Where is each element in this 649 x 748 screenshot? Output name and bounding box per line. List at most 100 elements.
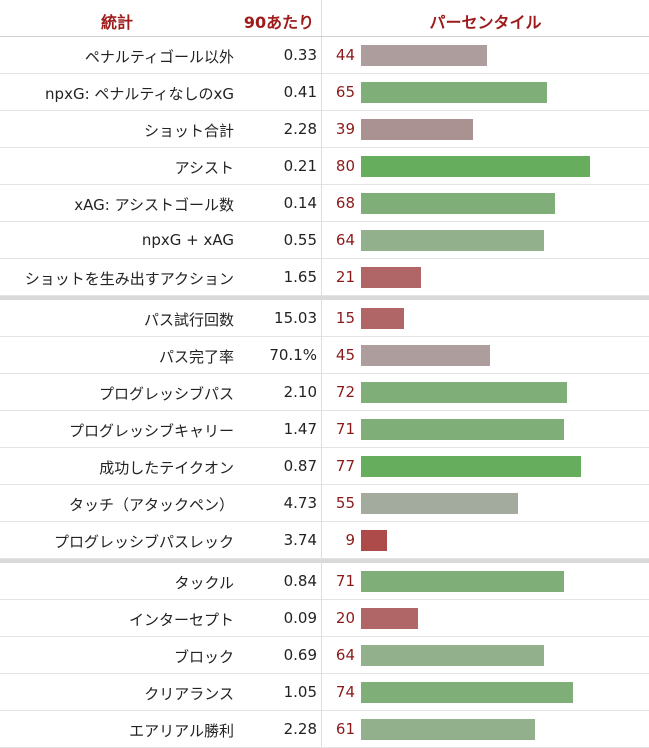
table-row: npxG: ペナルティなしのxG 0.41 65 [0,74,649,111]
percentile-bar [361,530,387,551]
stat-label: パス試行回数 [143,311,234,329]
stat-label: xAG: アシストゴール数 [74,196,234,214]
table-row: ブロック 0.69 64 [0,637,649,674]
per90-value: 70.1% [269,346,317,364]
percentile-value: 44 [335,46,355,64]
percentile-bar [361,230,545,251]
stat-label: ペナルティゴール以外 [84,48,234,66]
stat-label: npxG: ペナルティなしのxG [45,85,234,103]
per90-value: 2.28 [283,120,317,138]
per90-value: 0.14 [283,194,317,212]
table-row: インターセプト 0.09 20 [0,600,649,637]
per90-value: 0.69 [283,646,317,664]
table-row: タッチ（アタックペン） 4.73 55 [0,485,649,522]
percentile-bar [361,645,545,666]
table-row: クリアランス 1.05 74 [0,674,649,711]
percentile-value: 15 [335,309,355,327]
stat-label: エアリアル勝利 [129,722,234,740]
percentile-bar [361,45,487,66]
percentile-bar [361,382,567,403]
table-row: プログレッシブキャリー 1.47 71 [0,411,649,448]
per90-value: 0.84 [283,572,317,590]
per90-value: 0.55 [283,231,317,249]
per90-value: 0.41 [283,83,317,101]
stat-label: アシスト [174,159,234,177]
percentile-value: 64 [335,646,355,664]
stat-label: パス完了率 [158,348,234,366]
percentile-value: 55 [335,494,355,512]
stat-label: 成功したテイクオン [99,459,234,477]
percentile-value: 21 [335,268,355,286]
stat-label: インターセプト [128,611,234,629]
per90-value: 0.21 [283,157,317,175]
percentile-value: 45 [335,346,355,364]
percentile-value: 77 [335,457,355,475]
table-row: ショット合計 2.28 39 [0,111,649,148]
percentile-bar [361,156,590,177]
stat-label: ショット合計 [143,122,234,140]
stat-label: ショットを生み出すアクション [24,270,234,288]
table-row: プログレッシブパスレック 3.74 9 [0,522,649,559]
per90-value: 1.47 [283,420,317,438]
percentile-bar [361,308,404,329]
percentile-bar [361,608,419,629]
stat-label: タックル [174,574,234,592]
table-row: xAG: アシストゴール数 0.14 68 [0,185,649,222]
header-stat: 統計 [100,13,133,32]
group-separator [0,296,649,300]
stat-label: プログレッシブパスレック [53,533,234,551]
table-row: npxG + xAG 0.55 64 [0,222,649,259]
percentile-value: 72 [335,383,355,401]
table-row: パス完了率 70.1% 45 [0,337,649,374]
percentile-value: 9 [345,531,355,549]
percentile-value: 61 [335,720,355,738]
table-row: パス試行回数 15.03 15 [0,300,649,337]
per90-value: 0.09 [283,609,317,627]
per90-value: 15.03 [274,309,317,327]
percentile-value: 65 [335,83,355,101]
per90-value: 2.10 [283,383,317,401]
table-row: プログレッシブパス 2.10 72 [0,374,649,411]
percentile-bar [361,682,573,703]
percentile-bar [361,193,556,214]
percentile-value: 64 [335,231,355,249]
group-separator [0,559,649,563]
table-row: ペナルティゴール以外 0.33 44 [0,37,649,74]
header-per90: 90あたり [243,13,315,32]
per90-value: 1.05 [283,683,317,701]
percentile-bar [361,82,547,103]
percentile-value: 71 [335,420,355,438]
header-percentile: パーセンタイル [429,13,542,32]
percentile-bar [361,419,565,440]
percentile-value: 80 [335,157,355,175]
per90-value: 4.73 [283,494,317,512]
percentile-bar [361,719,536,740]
stat-label: ブロック [173,648,234,666]
percentile-bar [361,267,422,288]
percentile-value: 71 [335,572,355,590]
per90-value: 0.87 [283,457,317,475]
percentile-value: 39 [335,120,355,138]
table-row: ショットを生み出すアクション 1.65 21 [0,259,649,296]
per90-value: 0.33 [283,46,317,64]
percentile-bar [361,493,519,514]
table-body: ペナルティゴール以外 0.33 44 npxG: ペナルティなしのxG 0.41 65 ショ… [0,37,649,748]
percentile-bar [361,345,490,366]
percentile-value: 20 [335,609,355,627]
percentile-bar [361,571,565,592]
table-row: タックル 0.84 71 [0,563,649,600]
percentile-bar [361,456,582,477]
per90-value: 3.74 [283,531,317,549]
percentile-value: 68 [335,194,355,212]
column-divider [321,0,322,748]
stat-label: タッチ（アタックペン） [68,496,234,514]
table-row: 成功したテイクオン 0.87 77 [0,448,649,485]
stat-label: プログレッシブパス [98,385,234,403]
percentile-bar [361,119,473,140]
stat-label: プログレッシブキャリー [68,422,234,440]
stat-label: npxG + xAG [141,231,234,249]
per90-value: 2.28 [283,720,317,738]
per90-value: 1.65 [283,268,317,286]
table-row: エアリアル勝利 2.28 61 [0,711,649,748]
